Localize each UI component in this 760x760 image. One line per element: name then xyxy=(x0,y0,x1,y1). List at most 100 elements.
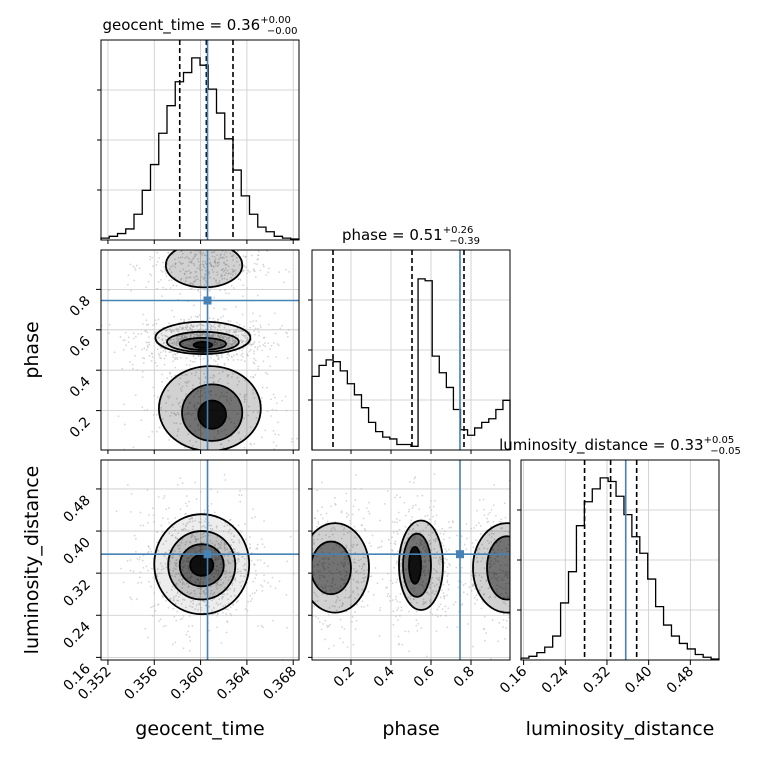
sample-point xyxy=(409,522,412,525)
sample-point xyxy=(173,258,176,261)
sample-point xyxy=(535,528,537,530)
sample-point xyxy=(422,601,425,603)
sample-point xyxy=(445,594,448,597)
sample-point xyxy=(533,606,535,608)
sample-point xyxy=(322,587,324,589)
sample-point xyxy=(221,256,224,259)
sample-point xyxy=(168,439,171,441)
sample-point xyxy=(391,599,394,602)
sample-point xyxy=(524,493,526,495)
sample-point xyxy=(227,598,229,601)
sample-point xyxy=(190,372,193,375)
sample-point xyxy=(360,524,363,527)
sample-point xyxy=(227,374,230,376)
sample-point xyxy=(421,584,424,587)
sample-point xyxy=(219,244,221,246)
sample-point xyxy=(454,601,457,604)
sample-point xyxy=(223,277,226,280)
sample-point xyxy=(441,527,444,530)
sample-point xyxy=(228,272,231,275)
sample-point xyxy=(210,357,212,359)
sample-point xyxy=(189,491,191,493)
sample-point xyxy=(465,523,468,525)
sample-point xyxy=(176,559,178,561)
sample-point xyxy=(192,284,195,286)
sample-point xyxy=(241,339,243,342)
sample-point xyxy=(540,524,542,526)
sample-point xyxy=(191,516,193,519)
sample-point xyxy=(185,606,187,609)
sample-point xyxy=(139,524,142,527)
sample-point xyxy=(532,529,534,531)
sample-point xyxy=(281,324,284,327)
hist-panel-luminosity_distance xyxy=(517,459,720,661)
sample-point xyxy=(211,376,214,379)
sample-point xyxy=(274,332,277,335)
sample-point xyxy=(243,265,246,268)
sample-point xyxy=(498,520,501,523)
sample-point xyxy=(164,351,167,353)
sample-point xyxy=(237,570,239,573)
sample-point xyxy=(175,341,178,343)
sample-point xyxy=(176,358,179,361)
sample-point xyxy=(404,568,406,570)
sample-point xyxy=(181,399,184,401)
sample-point xyxy=(309,575,311,577)
sample-point xyxy=(513,527,515,529)
sample-point xyxy=(354,628,357,631)
sample-point xyxy=(203,511,206,514)
sample-point xyxy=(305,573,307,575)
sample-point xyxy=(216,271,218,274)
sample-point xyxy=(391,582,394,585)
sample-point xyxy=(136,369,139,372)
sample-point xyxy=(256,327,259,330)
sample-point xyxy=(399,614,401,617)
sample-point xyxy=(162,596,164,599)
sample-point xyxy=(169,597,172,600)
sample-point xyxy=(534,492,536,494)
sample-point xyxy=(313,591,316,594)
sample-point xyxy=(163,266,166,268)
sample-point xyxy=(215,525,218,528)
sample-point xyxy=(213,359,216,361)
sample-point xyxy=(420,627,423,630)
sample-point xyxy=(232,359,235,361)
sample-point xyxy=(228,331,231,333)
sample-point xyxy=(226,391,228,394)
sample-point xyxy=(554,592,556,594)
sample-point xyxy=(263,562,266,565)
sample-point xyxy=(224,549,227,551)
sample-point xyxy=(146,636,149,639)
sample-point xyxy=(309,442,311,444)
sample-point xyxy=(220,316,222,319)
sample-point xyxy=(236,412,239,415)
sample-point xyxy=(198,323,201,326)
sample-point xyxy=(249,326,251,329)
sample-point xyxy=(211,268,214,271)
sample-point xyxy=(318,577,321,580)
sample-point xyxy=(187,264,190,267)
sample-point xyxy=(428,539,431,542)
sample-point xyxy=(232,331,235,334)
sample-point xyxy=(199,263,202,266)
sample-point xyxy=(216,282,218,285)
sample-point xyxy=(214,360,217,363)
sample-point xyxy=(550,523,552,525)
sample-point xyxy=(197,578,199,581)
sample-point xyxy=(400,569,403,572)
sample-point xyxy=(201,260,204,263)
sample-point xyxy=(212,221,214,223)
sample-point xyxy=(239,570,242,573)
sample-point xyxy=(422,529,425,532)
sample-point xyxy=(202,264,205,266)
sample-point xyxy=(477,522,480,524)
sample-point xyxy=(190,536,193,539)
sample-point xyxy=(211,556,214,559)
sample-point xyxy=(170,350,173,353)
hist-panel-geocent_time xyxy=(97,39,300,241)
sample-point xyxy=(219,562,222,565)
sample-point xyxy=(361,600,364,603)
sample-point xyxy=(156,396,159,399)
sample-point xyxy=(222,462,224,464)
sample-point xyxy=(249,600,252,603)
